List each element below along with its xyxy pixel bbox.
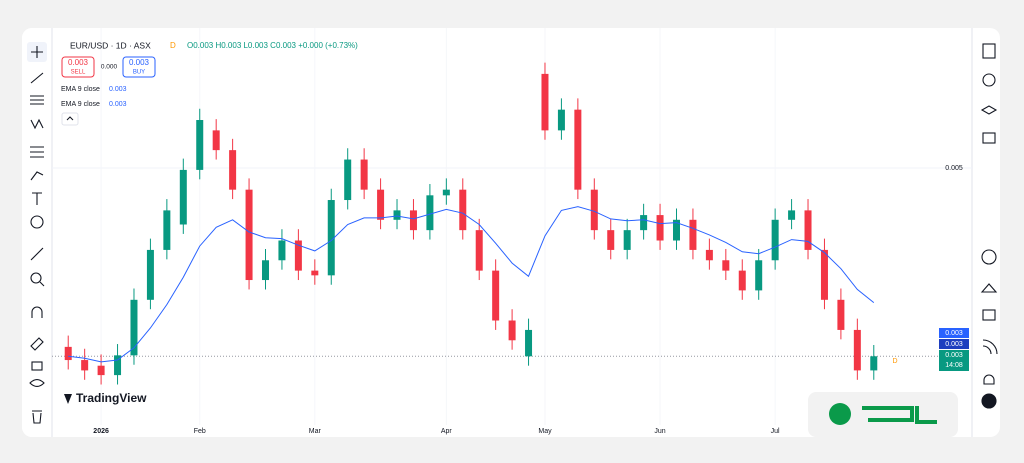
price-label — [939, 350, 969, 371]
candle-body — [311, 270, 319, 276]
candle-body — [409, 210, 417, 231]
candle-body — [689, 219, 697, 250]
x-tick-label: Apr — [441, 428, 453, 435]
buy-price: 0.003 — [129, 58, 150, 67]
countdown: 14:08 — [945, 362, 963, 369]
interval-badge: D — [170, 41, 176, 50]
logo-mark — [829, 403, 851, 425]
chart: 0.005 2026 Feb Mar Apr May Jun Jul EUR/USD · 1D… — [22, 28, 998, 437]
collapse-icon — [66, 116, 74, 121]
price-label-text: 0.003 — [945, 341, 963, 348]
candle-body — [327, 200, 335, 276]
candle-body — [656, 215, 664, 241]
candle-body — [459, 189, 467, 231]
left-toolbar — [22, 28, 52, 437]
x-tick-label: Mar — [309, 428, 322, 435]
indicator-name: EMA 9 close — [61, 86, 100, 93]
ema-line — [68, 206, 875, 363]
candle-body — [837, 299, 845, 330]
candle-body — [146, 249, 154, 300]
candle-body — [81, 360, 89, 371]
brand: TradingView — [76, 391, 147, 405]
candle-body — [623, 230, 631, 250]
candle-body — [294, 240, 302, 271]
y-tick-label: 0.005 — [945, 165, 963, 172]
x-tick-label: Jul — [771, 428, 780, 435]
candle-body — [212, 130, 220, 151]
x-tick-label: Feb — [194, 428, 206, 435]
logo-shape — [862, 406, 937, 424]
candle-body — [673, 219, 680, 241]
candle-body — [853, 329, 861, 371]
candle-body — [196, 120, 204, 170]
candle-body — [788, 210, 796, 220]
candle-body — [640, 215, 648, 231]
spread: 0.000 — [101, 64, 118, 71]
x-tick-label: 2026 — [93, 428, 109, 435]
indicator-value: 0.003 — [109, 101, 127, 108]
candle-body — [541, 73, 549, 131]
candle-body — [705, 249, 713, 261]
last-badge: D — [892, 358, 897, 365]
logo-badge — [808, 392, 958, 437]
tool-icons[interactable] — [27, 42, 47, 424]
candle-body — [97, 365, 105, 376]
indicator-value: 0.003 — [109, 86, 127, 93]
price-label — [939, 339, 969, 349]
candle-body — [607, 230, 615, 250]
candle-body — [804, 210, 812, 250]
candle-body — [771, 219, 779, 261]
buy-button[interactable] — [122, 56, 156, 78]
symbol: EUR/USD · 1D · ASX — [70, 40, 151, 50]
candle-body — [64, 346, 72, 361]
candle-body — [163, 210, 171, 250]
brand-icon — [64, 394, 72, 404]
candle-body — [114, 355, 122, 376]
indicator-name: EMA 9 close — [61, 101, 100, 108]
candle-body — [870, 356, 878, 371]
sell-button[interactable] — [61, 56, 95, 78]
price-label-text: 0.003 — [945, 330, 963, 337]
candle-body — [442, 189, 450, 196]
collapse-button[interactable] — [61, 112, 79, 126]
price-label — [939, 328, 969, 338]
candle-body — [229, 150, 237, 190]
x-tick-label: May — [538, 428, 552, 435]
candle-body — [377, 189, 385, 220]
price-label-text: 0.003 — [945, 352, 963, 359]
candle-body — [557, 109, 565, 131]
candle-body — [722, 260, 730, 271]
candle-body — [738, 270, 746, 291]
candle-body — [492, 270, 500, 321]
candle-body — [245, 189, 253, 281]
candle-body — [179, 169, 187, 225]
candle-body — [508, 320, 516, 341]
candle-body — [426, 195, 434, 231]
side-icons[interactable] — [980, 43, 998, 409]
candle-body — [475, 230, 483, 271]
chart-window: 0.005 2026 Feb Mar Apr May Jun Jul EUR/USD · 1D… — [22, 28, 1000, 437]
candle-body — [360, 159, 368, 190]
candle-body — [574, 109, 582, 190]
candle-body — [393, 210, 401, 220]
candle-body — [755, 260, 763, 291]
ohlc: O0.003 H0.003 L0.003 C0.003 +0.000 (+0.7… — [187, 41, 358, 50]
candle-body — [590, 189, 598, 231]
candle-body — [820, 249, 828, 300]
sell-price: 0.003 — [68, 58, 89, 67]
buy-label: BUY — [133, 70, 145, 76]
candle-body — [278, 240, 286, 261]
candle-body — [525, 329, 533, 357]
candle-body — [130, 299, 138, 356]
x-tick-label: Jun — [654, 428, 665, 435]
candle-body — [344, 159, 352, 201]
candle-body — [262, 260, 269, 281]
sell-label: SELL — [71, 70, 86, 76]
